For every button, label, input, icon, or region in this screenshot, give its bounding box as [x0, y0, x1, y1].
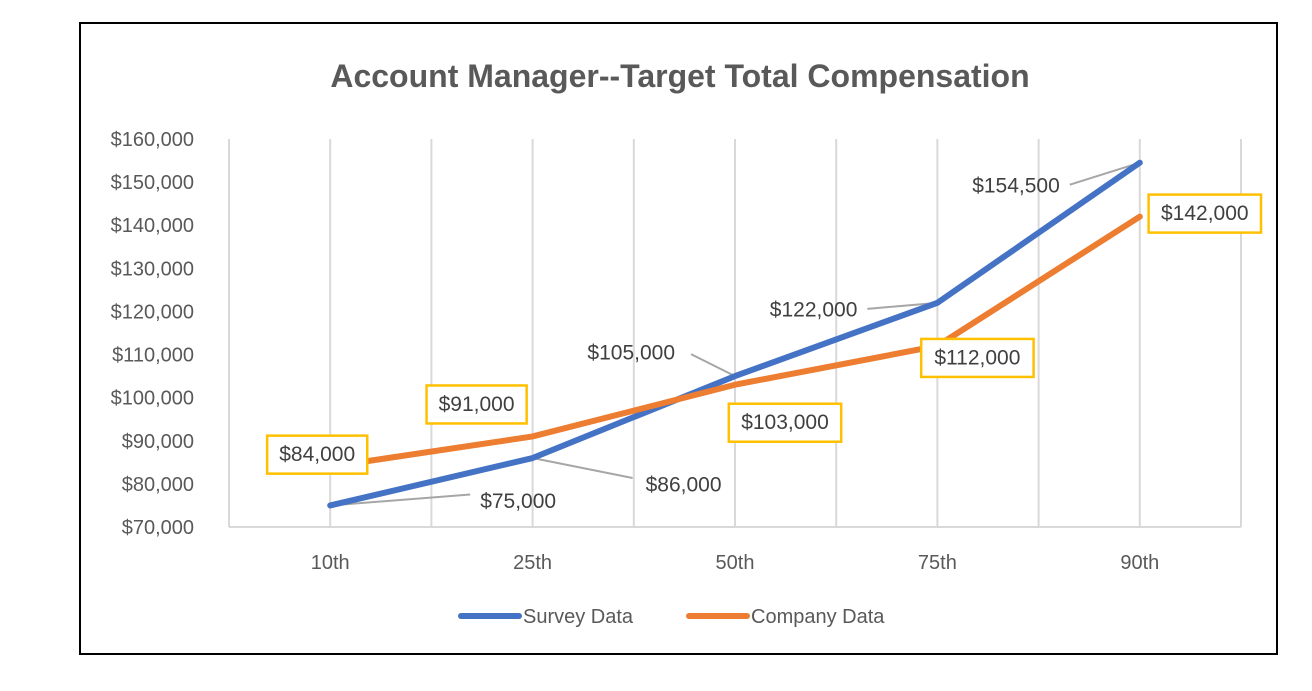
data-point — [530, 433, 536, 439]
x-tick-label: 10th — [311, 552, 350, 574]
y-tick-label: $100,000 — [111, 388, 194, 410]
company-data-label: $142,000 — [1161, 202, 1249, 225]
company-data-label: $103,000 — [741, 411, 829, 434]
survey-data-label: $86,000 — [646, 474, 722, 497]
leader-line — [330, 493, 471, 507]
company-data-label-box — [727, 402, 843, 443]
survey-data-label: $75,000 — [480, 490, 556, 513]
leader-line — [1069, 161, 1141, 186]
chart-frame: Account Manager--Target Total Compensati… — [79, 22, 1278, 655]
legend-label: Company Data — [751, 606, 885, 628]
y-tick-label: $80,000 — [122, 474, 194, 496]
leader-line — [690, 353, 736, 378]
company-data-label: $84,000 — [279, 443, 355, 466]
company-data-label-box — [1147, 193, 1263, 234]
x-tick-label: 75th — [918, 552, 957, 574]
data-point — [1137, 160, 1143, 166]
legend-label: Survey Data — [523, 606, 634, 628]
y-tick-label: $120,000 — [111, 301, 194, 323]
data-point — [732, 373, 738, 379]
x-axis-ticks: 10th 25th 50th 75th 90th — [311, 552, 1160, 574]
chart-title: Account Manager--Target Total Compensati… — [330, 58, 1029, 94]
leader-line — [867, 301, 938, 310]
data-point — [327, 502, 333, 508]
y-axis-ticks: $70,000 $80,000 $90,000 $100,000 $110,000 $12… — [111, 129, 194, 539]
company-data-label-box — [425, 384, 528, 425]
x-tick-label: 50th — [716, 552, 755, 574]
y-tick-label: $110,000 — [112, 345, 194, 367]
company-data-label: $112,000 — [934, 346, 1020, 369]
y-tick-label: $130,000 — [111, 258, 194, 280]
data-point — [530, 455, 536, 461]
y-tick-label: $90,000 — [122, 431, 194, 453]
leader-lines — [330, 161, 1141, 507]
y-tick-label: $150,000 — [111, 172, 194, 194]
company-data-label-box — [265, 434, 369, 475]
leader-line — [532, 457, 633, 480]
x-tick-label: 25th — [513, 552, 552, 574]
data-point — [934, 300, 940, 306]
survey-data-label: $122,000 — [770, 298, 858, 321]
legend: Survey Data Company Data — [458, 606, 885, 628]
company-data-label: $91,000 — [439, 393, 515, 416]
y-tick-label: $160,000 — [111, 129, 194, 151]
data-point — [1137, 214, 1143, 220]
company-data-label-box — [919, 337, 1035, 379]
y-tick-label: $70,000 — [122, 517, 194, 539]
line-chart: Account Manager--Target Total Compensati… — [111, 58, 1263, 628]
y-tick-label: $140,000 — [111, 215, 194, 237]
data-point — [732, 382, 738, 388]
survey-data-label: $154,500 — [972, 174, 1060, 197]
data-labels: $75,000 $86,000 $105,000 $122,000 $154,500 $8… — [265, 174, 1263, 513]
x-tick-label: 90th — [1120, 552, 1159, 574]
survey-data-label: $105,000 — [587, 342, 675, 365]
